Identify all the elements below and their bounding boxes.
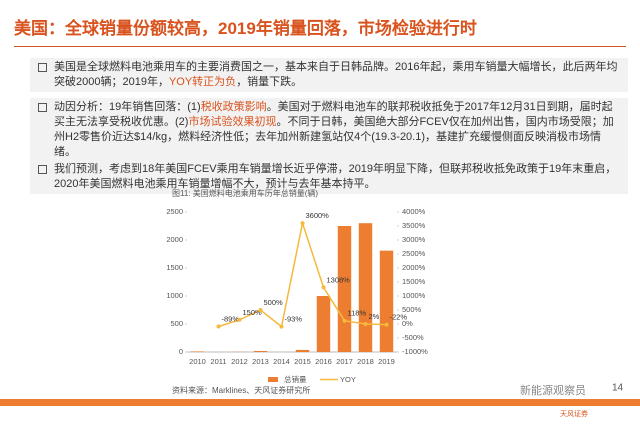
text: 美国是全球燃料电池乘用车的主要消费国之一，基本来自于日韩品牌。2016年起，乘用… [54, 61, 618, 88]
y2-tick-label: 0% [402, 319, 413, 328]
y2-tick-label: 4000% [402, 207, 426, 216]
bullet: 美国是全球燃料电池乘用车的主要消费国之一，基本来自于日韩品牌。2016年起，乘用… [30, 58, 628, 92]
highlight: 税收政策影响 [200, 101, 267, 113]
bar [295, 349, 310, 352]
y2-tick-label: 500% [402, 305, 422, 314]
bar [253, 350, 268, 352]
bar [316, 296, 331, 352]
value-label: -93% [285, 315, 303, 324]
value-label: 118% [348, 309, 367, 318]
highlight: YOY转正为负 [168, 76, 237, 88]
text: 动因分析：19年销售回落：(1) [54, 101, 201, 113]
page-number: 14 [612, 383, 624, 394]
x-tick-label: 2014 [273, 357, 290, 366]
value-label: 1308% [327, 275, 351, 284]
point [258, 308, 263, 312]
bar [190, 351, 205, 352]
point [300, 221, 305, 226]
x-tick-label: 2018 [357, 357, 374, 366]
y2-tick-label: 3000% [402, 235, 426, 244]
bullet: 我们预测，考虑到18年美国FCEV乘用车销量增长近乎停滞，2019年明显下降，但… [30, 160, 628, 194]
text: 我们预测，考虑到18年美国FCEV乘用车销量增长近乎停滞，2019年明显下降，但… [54, 163, 617, 190]
point [216, 324, 221, 329]
x-tick-label: 2019 [378, 357, 395, 366]
x-tick-label: 2011 [210, 357, 226, 366]
x-tick-label: 2010 [189, 357, 206, 366]
y-tick-label: 2500 [166, 207, 183, 216]
y-tick-label: 0 [179, 347, 183, 356]
point [321, 285, 326, 290]
legend-swatch [268, 377, 278, 382]
x-tick-label: 2015 [294, 357, 311, 366]
legend-label: 总销量 [284, 374, 307, 384]
point [237, 317, 242, 322]
watermark: 新能源观察员 [520, 383, 586, 397]
text: 。不同于日韩，美国绝大部分FCEV仅在加州出售，国内市场受限；加州H2零售价近达… [54, 116, 614, 158]
y-tick-label: 2000 [166, 235, 183, 244]
y2-tick-label: 1500% [402, 277, 426, 286]
value-label: -89% [222, 314, 240, 323]
y2-tick-label: 1000% [402, 291, 426, 300]
text: 。美国对于燃料电池车的联邦税收抵免于2017年12月31日到期，届时起买主无法享… [54, 101, 613, 128]
legend-label: YOY [340, 375, 356, 384]
y2-tick-label: -500% [402, 333, 424, 342]
point [384, 322, 389, 327]
y2-tick-label: 2000% [402, 263, 426, 272]
highlight: 市场试验效果初现 [188, 116, 277, 128]
value-label: 150% [243, 308, 263, 317]
x-tick-label: 2013 [252, 357, 269, 366]
footer-band [0, 399, 640, 406]
bar [379, 250, 394, 352]
title-rule [14, 46, 626, 47]
y-tick-label: 1000 [166, 291, 183, 300]
y2-tick-label: 2500% [402, 249, 426, 258]
point [279, 324, 284, 329]
x-tick-label: 2016 [315, 357, 332, 366]
value-label: 500% [264, 298, 284, 307]
y-tick-label: 1500 [166, 263, 183, 272]
bar [358, 223, 373, 352]
bullet: 动因分析：19年销售回落：(1)税收政策影响。美国对于燃料电池车的联邦税收抵免于… [30, 98, 628, 162]
point [342, 318, 347, 323]
value-label: 3600% [306, 211, 330, 220]
value-label: -22% [390, 313, 408, 322]
text: ，销量下跌。 [236, 76, 303, 88]
logo: 天风证券 [560, 409, 588, 418]
point [363, 321, 368, 326]
y2-tick-label: 3500% [402, 221, 426, 230]
slide-title: 美国：全球销量份额较高，2019年销量回落，市场检验进行时 [14, 19, 477, 38]
y2-tick-label: -1000% [402, 347, 428, 356]
bar [337, 226, 352, 352]
chart-title: 图11: 美国燃料电池乘用车历年总销量(辆) [172, 188, 318, 198]
source: 资料来源：Marklines、天风证券研究所 [172, 385, 310, 395]
x-tick-label: 2012 [231, 357, 248, 366]
y-tick-label: 500 [170, 319, 183, 328]
value-label: 2% [369, 312, 380, 321]
x-tick-label: 2017 [336, 357, 353, 366]
